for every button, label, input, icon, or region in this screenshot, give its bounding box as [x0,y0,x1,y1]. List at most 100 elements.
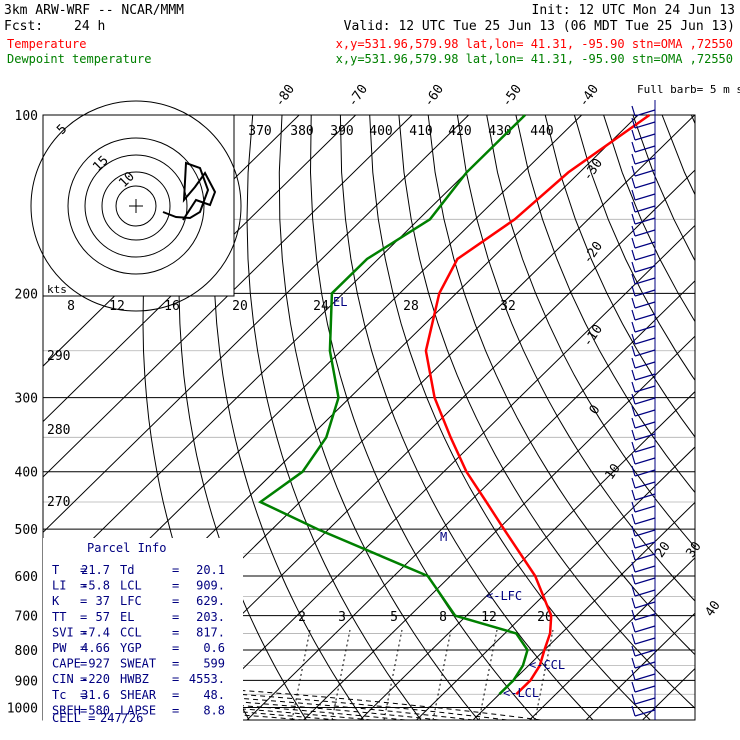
wind-barb [631,609,636,621]
isotherm-label: -10 [580,322,606,350]
isotherm [246,280,695,720]
parcel-field: = [172,625,179,639]
temperature-profile [424,113,651,696]
wind-barb [634,541,656,549]
wind-barb [634,589,656,597]
parcel-field: TT [52,610,66,624]
dry-adiabat [661,115,695,196]
theta-side-label: 280 [47,423,70,438]
theta-label: 400 [369,124,392,139]
mixing-ratio-line [432,629,452,720]
wind-barb [634,709,656,717]
wind-barb [631,693,636,705]
dry-adiabat [339,115,594,720]
wind-barb [631,189,636,201]
wind-barb [634,517,656,525]
isotherm-label: -60 [421,82,447,110]
wind-barb [634,553,656,561]
parcel-field: SWEAT [120,657,156,671]
wind-barb [634,325,656,333]
dry-adiabat [573,115,695,382]
wind-barb [631,633,636,645]
parcel-field: YGP [120,641,142,655]
wind-barb [634,505,656,513]
isotherm [43,115,413,478]
isotherm [416,446,695,720]
temperature-location: x,y=531.96,579.98 lat,lon= 41.31, -95.90… [336,37,733,51]
dry-adiabat [427,115,695,656]
hodograph-ring [115,185,157,227]
wind-barb [634,685,656,693]
valid-time: Valid: 12 UTC Tue 25 Jun 13 (06 MDT Tue … [344,19,735,34]
wind-barb [631,645,636,657]
isotherm-label: -50 [499,82,525,110]
wind-barb [634,205,656,213]
wind-barb [631,225,636,237]
wind-barb [634,385,656,393]
mixing-ratio-label: 20 [537,610,553,625]
parcel-field: -5.8 [81,579,110,593]
wind-barbs [631,100,656,720]
pressure-label-200: 200 [15,287,38,302]
wind-barb [634,481,656,489]
el-annotation: EL [333,295,347,309]
wind-barb [631,477,636,489]
pressure-label-300: 300 [15,392,38,407]
parcel-field: HWBZ [120,672,149,686]
hodograph-axis-label: 20 [232,299,248,314]
cell-label: CELL = [52,711,95,725]
wind-barb [631,705,636,717]
parcel-field: = [80,610,87,624]
wind-barb [631,321,636,333]
wind-barb [634,241,656,249]
hodograph-axis-label: 8 [67,299,75,314]
wind-barb [631,141,636,153]
parcel-field: K [52,594,60,608]
wind-barb [631,285,636,297]
wind-barb [631,681,636,693]
wind-barb [631,453,636,465]
mixing-ratio-line [478,629,498,720]
wind-barb [634,421,656,429]
parcel-field: = [172,563,179,577]
hodograph-ring [30,100,242,312]
wind-barb [631,273,636,285]
parcel-field: Td [120,563,134,577]
parcel-field: = [172,688,179,702]
parcel-field: 31.6 [81,688,110,702]
init-time: Init: 12 UTC Mon 24 Jun 13 [532,3,736,18]
dry-adiabat [632,115,695,262]
wind-barb [634,637,656,645]
mixing-ratio-label: 5 [390,610,398,625]
theta-label: 380 [290,124,313,139]
parcel-field: 629. [196,594,225,608]
parcel-field: = [80,657,87,671]
wind-barb [631,213,636,225]
dry-adiabat [721,115,740,720]
parcel-field: T [52,563,59,577]
theta-label: 440 [530,124,553,139]
isotherm [642,667,695,720]
isotherm [43,115,357,423]
mixing-ratio-label: 2 [298,610,306,625]
wind-barb [631,405,636,417]
hodograph-trace [162,161,217,221]
cell-value: 247/26 [100,711,143,725]
wind-barb [631,573,636,585]
wind-barb [631,465,636,477]
pressure-label-500: 500 [15,523,38,538]
theta-label: 390 [330,124,353,139]
pressure-label-700: 700 [15,610,38,625]
dry-adiabat [213,115,365,720]
wind-barb [634,181,656,189]
wind-barb [631,369,636,381]
isotherm-label: -20 [580,239,606,267]
parcel-field: 21.7 [81,563,110,577]
isotherm-label: 0 [587,402,604,417]
parcel-info-title: Parcel Info [87,541,166,555]
dry-adiabat [246,115,422,720]
hodograph-units: kts [47,283,67,296]
pressure-label-100: 100 [15,109,38,124]
isotherm [585,612,695,720]
dewpoint-legend: Dewpoint temperature [7,52,152,66]
